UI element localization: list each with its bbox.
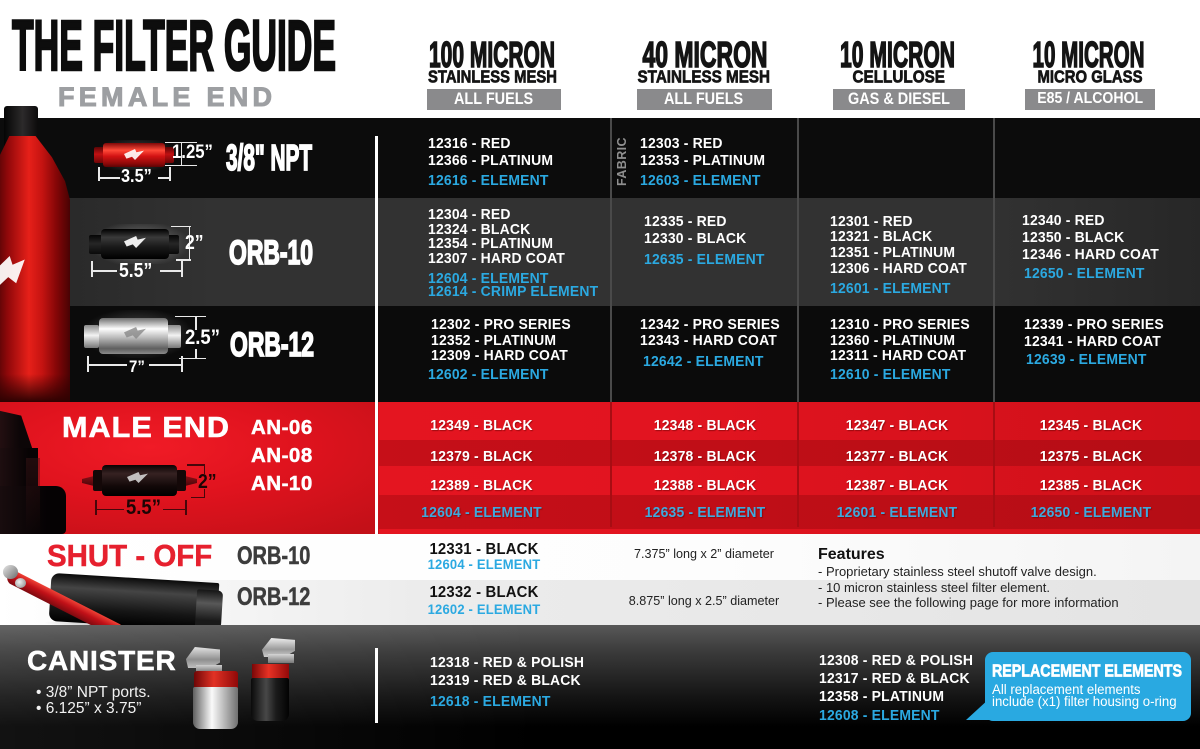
svg-text:10 MICRON: 10 MICRON: [840, 39, 955, 69]
svg-text:STAINLESS MESH: STAINLESS MESH: [428, 68, 557, 84]
svg-text:THE FILTER GUIDE: THE FILTER GUIDE: [12, 12, 336, 74]
svg-text:MICRO GLASS: MICRO GLASS: [1038, 68, 1143, 84]
svg-text:FEMALE END: FEMALE END: [58, 82, 272, 110]
svg-text:CELLULOSE: CELLULOSE: [853, 68, 946, 84]
svg-text:STAINLESS MESH: STAINLESS MESH: [638, 68, 771, 84]
svg-text:ORB-12: ORB-12: [230, 330, 314, 360]
svg-text:100 MICRON: 100 MICRON: [429, 39, 555, 69]
svg-text:3/8" NPT: 3/8" NPT: [226, 142, 312, 174]
svg-text:10 MICRON: 10 MICRON: [1033, 39, 1145, 69]
svg-text:ORB-10: ORB-10: [229, 238, 313, 268]
svg-text:40 MICRON: 40 MICRON: [643, 39, 768, 69]
svg-text:REPLACEMENT ELEMENTS: REPLACEMENT ELEMENTS: [992, 661, 1182, 681]
